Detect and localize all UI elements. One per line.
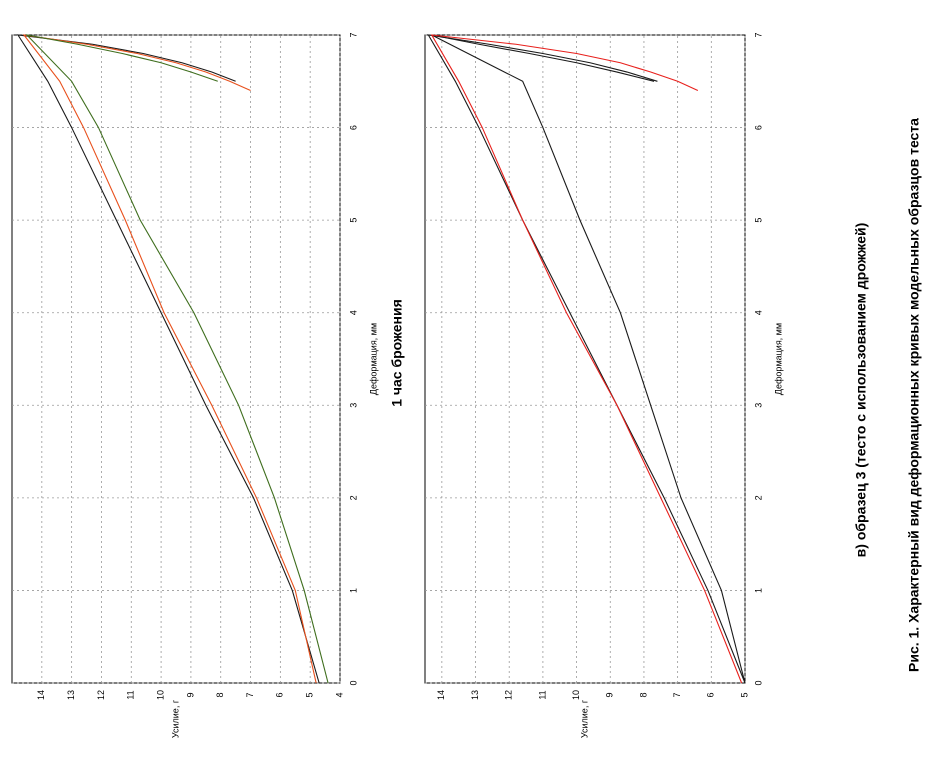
x-tick-label: 1 (753, 588, 763, 593)
y-tick-label: 10 (571, 690, 581, 700)
plot-area (11, 34, 341, 684)
y-tick-label: 14 (36, 690, 46, 700)
y-tick-label: 7 (245, 692, 255, 697)
data-line (430, 34, 743, 684)
x-tick-label: 6 (348, 125, 358, 130)
x-tick-label: 0 (753, 680, 763, 685)
y-tick-label: 14 (436, 690, 446, 700)
y-tick-label: 5 (305, 692, 315, 697)
x-tick-label: 5 (348, 218, 358, 223)
y-tick-label: 9 (185, 692, 195, 697)
y-tick-label: 8 (215, 692, 225, 697)
figure-caption: Рис. 1. Характерный вид деформационных к… (906, 118, 922, 672)
x-tick-label: 1 (348, 588, 358, 593)
y-tick-label: 6 (706, 692, 716, 697)
y-tick-label: 4 (334, 692, 344, 697)
x-tick-label: 7 (348, 32, 358, 37)
x-tick-label: 0 (348, 680, 358, 685)
x-tick-label: 3 (753, 403, 763, 408)
y-tick-label: 5 (739, 692, 749, 697)
x-tick-label: 3 (348, 403, 358, 408)
x-axis-label: Деформация, мм (773, 323, 783, 395)
data-line (427, 34, 746, 684)
data-line (22, 34, 317, 684)
plot-area (424, 34, 746, 684)
y-tick-label: 6 (275, 692, 285, 697)
data-line (431, 34, 746, 684)
y-tick-label: 13 (470, 690, 480, 700)
data-line (25, 34, 329, 684)
x-tick-label: 2 (348, 495, 358, 500)
y-tick-label: 13 (66, 690, 76, 700)
y-axis-label: Усилие, г (170, 699, 180, 738)
x-tick-label: 2 (753, 495, 763, 500)
x-tick-label: 7 (753, 32, 763, 37)
y-axis-label: Усилие, г (579, 699, 589, 738)
x-tick-label: 4 (348, 310, 358, 315)
y-tick-label: 7 (672, 692, 682, 697)
y-tick-label: 10 (155, 690, 165, 700)
y-tick-label: 11 (537, 690, 547, 699)
x-tick-label: 6 (753, 125, 763, 130)
x-tick-label: 4 (753, 310, 763, 315)
x-tick-label: 5 (753, 218, 763, 223)
y-tick-label: 12 (96, 690, 106, 700)
y-tick-label: 11 (126, 690, 136, 699)
y-tick-label: 9 (605, 692, 615, 697)
data-line (16, 34, 320, 684)
y-tick-label: 8 (638, 692, 648, 697)
y-tick-label: 12 (504, 690, 514, 700)
figure-subtitle: в) образец 3 (тесто с использованием дро… (853, 223, 869, 558)
chart-title: 1 час брожения (389, 299, 405, 407)
x-axis-label: Деформация, мм (368, 323, 378, 395)
